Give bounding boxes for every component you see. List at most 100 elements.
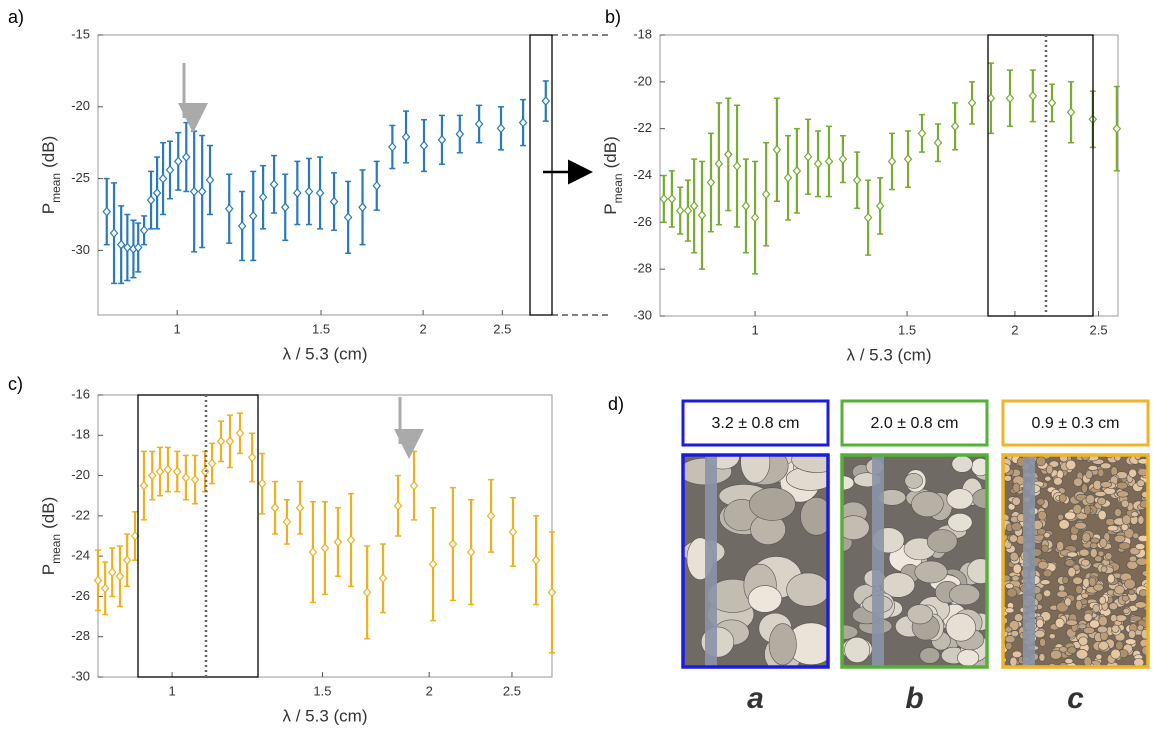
stone [1114, 585, 1125, 595]
stone [1013, 613, 1024, 622]
stone [1057, 513, 1064, 521]
stone [1139, 500, 1148, 509]
stone [1006, 588, 1018, 598]
stone [1064, 559, 1075, 567]
stone [786, 572, 828, 607]
marker [887, 156, 897, 167]
stone [1012, 563, 1022, 574]
photo-frame [1001, 453, 1150, 669]
y-axis-label: Pmean (dB) [601, 136, 625, 215]
stone [1049, 649, 1062, 660]
y-tick-label: -24 [633, 167, 652, 182]
marker [448, 539, 458, 549]
x-axis-label: λ / 5.3 (cm) [282, 344, 367, 363]
marker [109, 228, 119, 239]
stone [1087, 465, 1098, 471]
sample-letter: a [747, 682, 764, 715]
stone [1095, 653, 1103, 660]
stone [1037, 510, 1047, 521]
marker [207, 458, 217, 469]
stone [1128, 555, 1138, 563]
marker [474, 119, 484, 129]
marker [139, 225, 149, 236]
marker [258, 192, 268, 203]
marker [838, 154, 848, 165]
panel-label: a) [8, 7, 24, 27]
stone [1034, 629, 1046, 639]
stone [1104, 552, 1113, 560]
marker [541, 96, 551, 106]
stone [1004, 474, 1012, 482]
x-tick-label: 2.5 [1090, 322, 1108, 337]
stone [1039, 637, 1046, 647]
marker [917, 128, 927, 139]
stone [1081, 483, 1088, 494]
marker [173, 156, 183, 167]
marker [155, 466, 165, 477]
stone [1094, 555, 1103, 563]
marker [714, 158, 724, 169]
marker [308, 547, 318, 558]
stone [1118, 542, 1131, 550]
stone [1089, 542, 1098, 549]
marker [343, 212, 353, 223]
stone [1083, 656, 1092, 667]
marker [750, 212, 760, 223]
stone [1011, 522, 1022, 532]
marker [139, 480, 149, 491]
stone [1096, 625, 1108, 634]
y-axis-label-sub: mean [611, 173, 625, 203]
stone [1121, 595, 1130, 602]
marker [372, 180, 382, 191]
stone [1108, 602, 1118, 611]
stone [1137, 458, 1148, 465]
stone [1073, 477, 1083, 487]
stone [949, 584, 981, 606]
stone [1053, 477, 1063, 486]
x-tick-label: 2 [426, 683, 433, 698]
stone [1075, 648, 1089, 660]
y-tick-label: -20 [71, 98, 90, 113]
size-box [681, 399, 830, 447]
stone [1107, 573, 1115, 584]
stone [1098, 615, 1108, 627]
photo [683, 455, 828, 667]
ruler [872, 455, 884, 667]
stone [1003, 574, 1011, 582]
marker [163, 464, 173, 475]
stone [1067, 566, 1076, 578]
stone [1058, 493, 1067, 503]
marker [100, 583, 110, 594]
marker [863, 212, 873, 223]
marker [116, 239, 126, 250]
stone [1081, 532, 1091, 543]
marker [329, 196, 339, 207]
panel-label: b) [605, 7, 621, 27]
marker [950, 121, 960, 132]
y-axis-label-base: P [601, 203, 620, 214]
stone [911, 491, 944, 518]
marker [1066, 107, 1076, 118]
marker [181, 152, 191, 162]
photo [1003, 455, 1148, 667]
stone [1115, 640, 1124, 651]
stone [946, 488, 974, 510]
marker [419, 140, 429, 151]
marker [723, 149, 733, 160]
photo-frame [840, 453, 989, 669]
stone [1058, 646, 1068, 653]
y-axis-label-base: P [39, 203, 58, 214]
photo [842, 455, 987, 667]
stone [957, 649, 980, 667]
stone [842, 515, 870, 540]
photo-frame [681, 453, 830, 669]
marker [237, 221, 247, 231]
y-tick-label: -15 [71, 26, 90, 41]
stone [1035, 618, 1044, 629]
y-axis-label-unit: (dB) [39, 136, 58, 168]
stone [1083, 612, 1093, 622]
stone [904, 472, 923, 489]
stone [740, 455, 771, 484]
sample-letter: b [905, 682, 923, 715]
